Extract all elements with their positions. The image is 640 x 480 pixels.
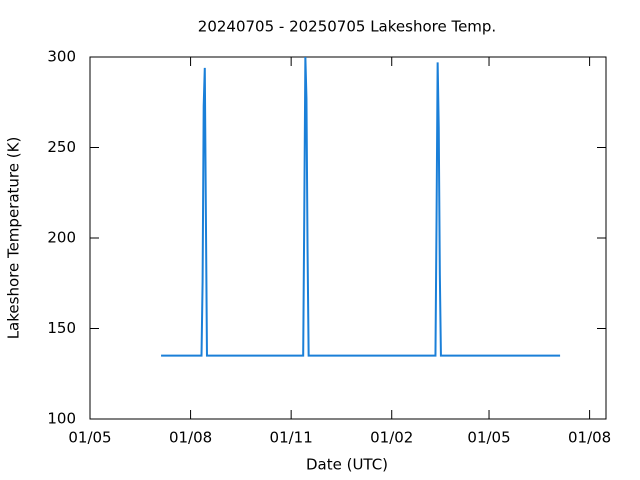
- x-tick-label: 01/08: [568, 429, 611, 447]
- y-tick-label: 200: [47, 229, 76, 247]
- y-tick-label: 300: [47, 48, 76, 66]
- x-tick-label: 01/05: [68, 429, 111, 447]
- chart-title: 20240705 - 20250705 Lakeshore Temp.: [198, 18, 496, 36]
- x-tick-label: 01/02: [370, 429, 413, 447]
- x-axis-label: Date (UTC): [306, 456, 388, 474]
- plot-frame: [89, 56, 607, 420]
- x-tick-label: 01/11: [270, 429, 313, 447]
- y-tick-label: 250: [47, 138, 76, 156]
- y-axis-label: Lakeshore Temperature (K): [5, 137, 23, 340]
- data-line: [161, 56, 561, 357]
- y-tick-label: 100: [47, 410, 76, 428]
- y-tick-label: 150: [47, 319, 76, 337]
- x-tick-label: 01/05: [467, 429, 510, 447]
- x-tick-label: 01/08: [169, 429, 212, 447]
